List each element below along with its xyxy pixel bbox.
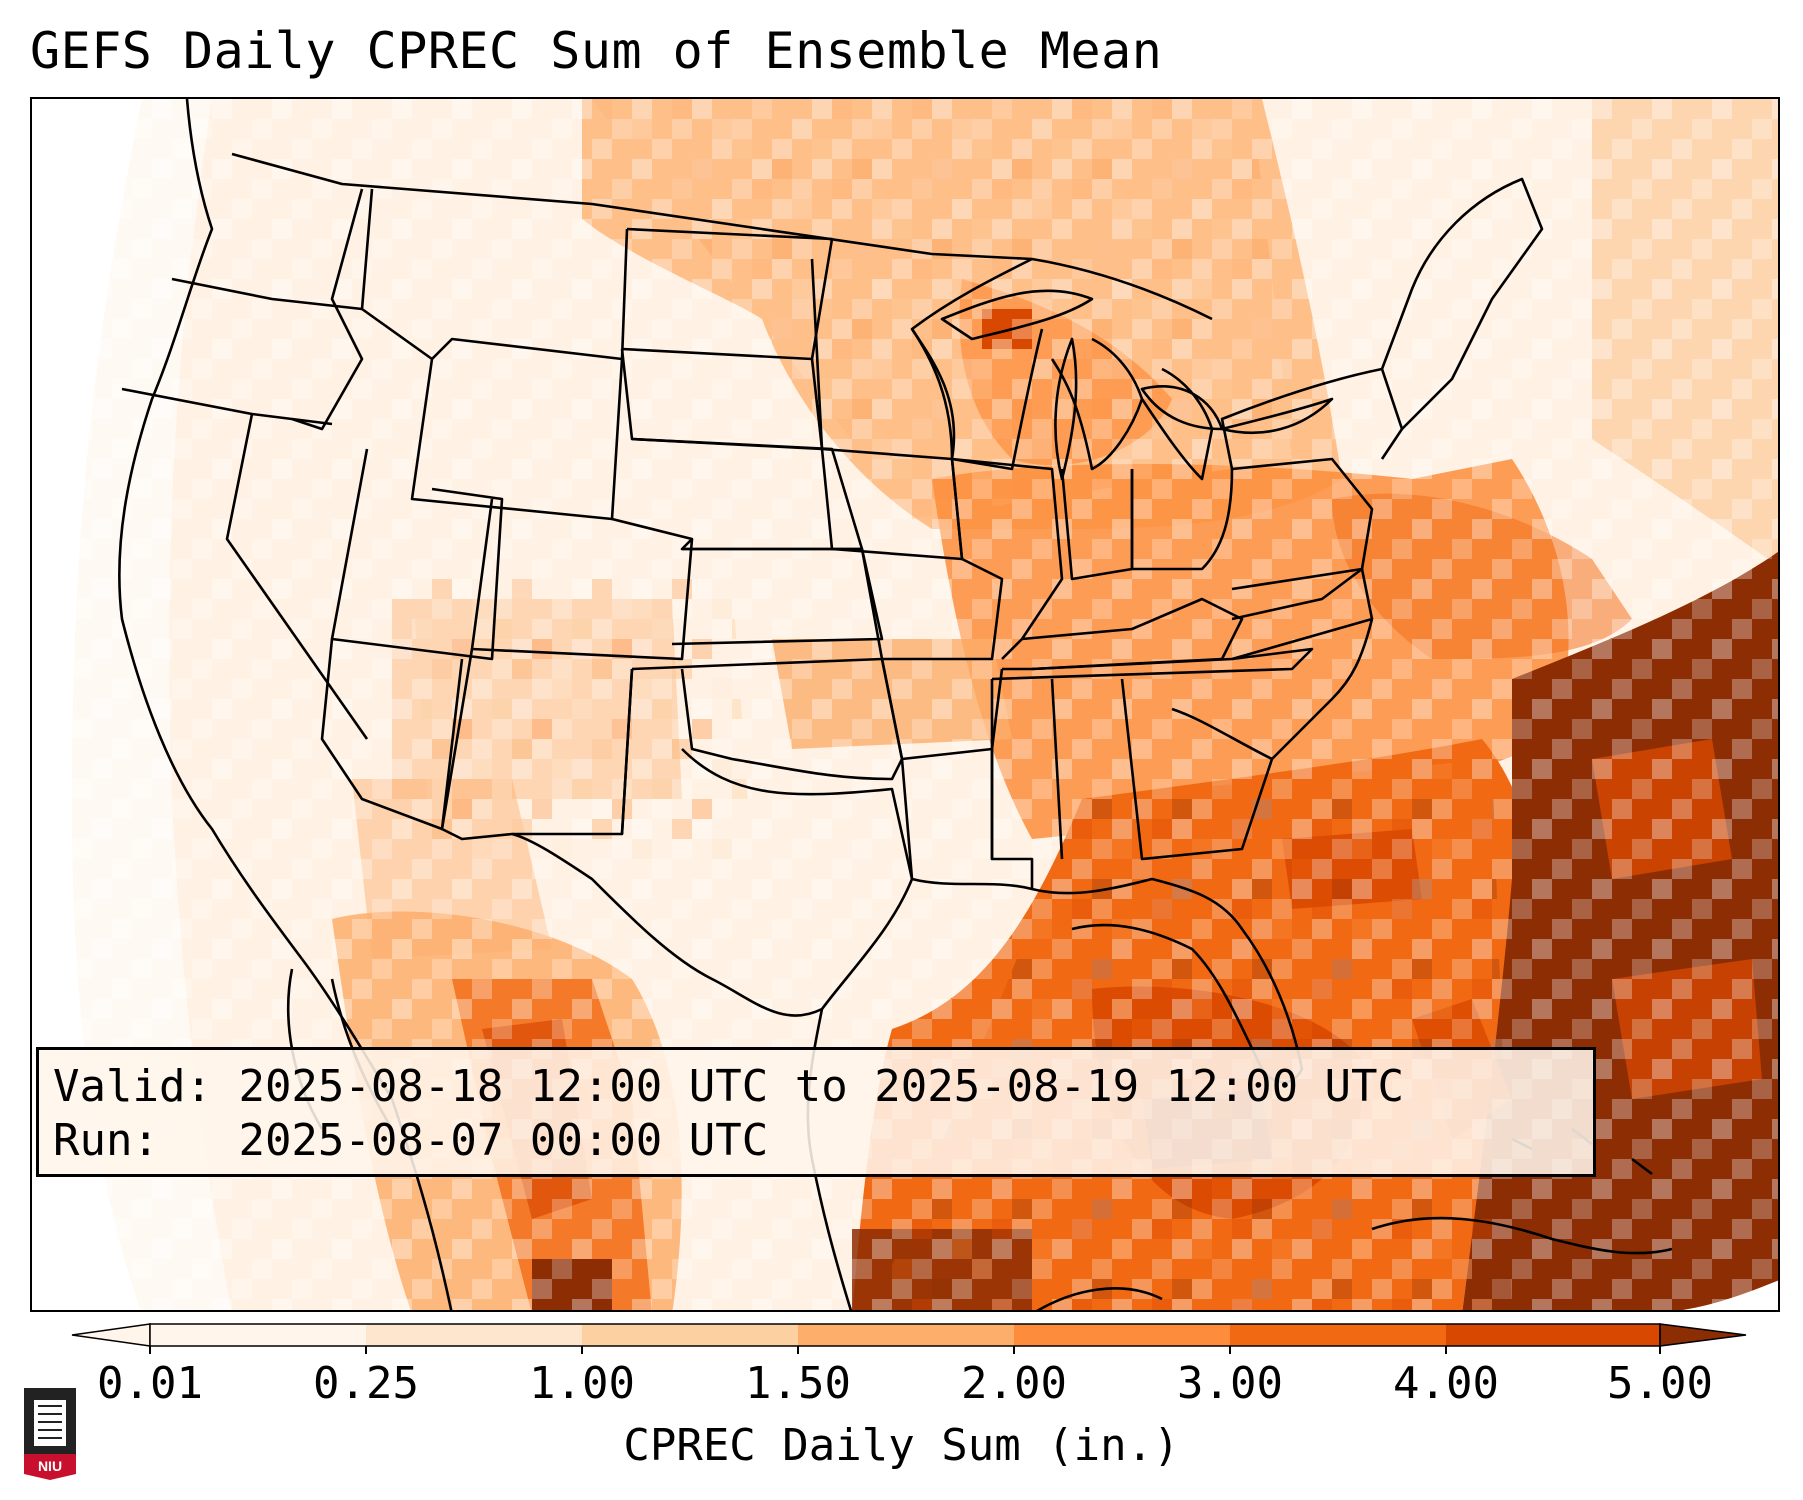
colorbar-tick-label: 4.00 bbox=[1393, 1358, 1499, 1409]
colorbar-segment bbox=[366, 1324, 582, 1346]
colorbar-segment bbox=[798, 1324, 1014, 1346]
colorbar-segment bbox=[1014, 1324, 1230, 1346]
colorbar-segment bbox=[1230, 1324, 1446, 1346]
run-line: Run: 2025-08-07 00:00 UTC bbox=[53, 1114, 1579, 1168]
colorbar-tick-label: 0.01 bbox=[97, 1358, 203, 1409]
valid-label: Valid: bbox=[53, 1061, 212, 1112]
run-value: 2025-08-07 00:00 UTC bbox=[238, 1115, 769, 1166]
colorbar-tick-label: 3.00 bbox=[1177, 1358, 1283, 1409]
colorbar bbox=[71, 1323, 1747, 1354]
colorbar-tick-label: 0.25 bbox=[313, 1358, 419, 1409]
colorbar-segments bbox=[71, 1323, 1747, 1347]
niu-logo-text: NIU bbox=[38, 1458, 62, 1474]
colorbar-tick-label: 1.50 bbox=[745, 1358, 851, 1409]
colorbar-segment bbox=[582, 1324, 798, 1346]
colorbar-ticks bbox=[149, 1346, 1661, 1354]
valid-run-info-box: Valid: 2025-08-18 12:00 UTC to 2025-08-1… bbox=[36, 1047, 1596, 1177]
valid-line: Valid: 2025-08-18 12:00 UTC to 2025-08-1… bbox=[53, 1060, 1579, 1114]
run-label: Run: bbox=[53, 1115, 159, 1166]
colorbar-label: CPREC Daily Sum (in.) bbox=[623, 1420, 1180, 1471]
colorbar-outline bbox=[149, 1323, 1661, 1347]
colorbar-tick-label: 2.00 bbox=[961, 1358, 1067, 1409]
colorbar-segment bbox=[150, 1324, 366, 1346]
colorbar-segment bbox=[1446, 1324, 1660, 1346]
niu-logo-icon: NIU bbox=[24, 1388, 76, 1480]
colorbar-tick-label: 1.00 bbox=[529, 1358, 635, 1409]
valid-value: 2025-08-18 12:00 UTC to 2025-08-19 12:00… bbox=[238, 1061, 1405, 1112]
colorbar-extend-high bbox=[1659, 1323, 1747, 1347]
colorbar-tick-label: 5.00 bbox=[1607, 1358, 1713, 1409]
colorbar-extend-low bbox=[71, 1323, 151, 1347]
map-title: GEFS Daily CPREC Sum of Ensemble Mean bbox=[30, 22, 1163, 80]
